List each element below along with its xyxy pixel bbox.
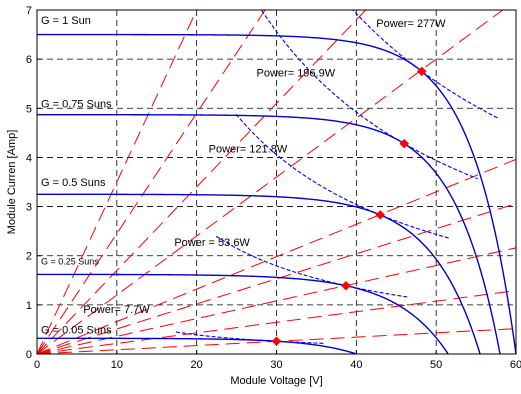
annotation-label: Power= 196.9W xyxy=(257,67,336,79)
mpp-marker xyxy=(341,280,351,291)
x-tick-label: 30 xyxy=(270,359,282,371)
iv-curve xyxy=(37,33,517,355)
load-line xyxy=(36,9,367,355)
annotation-label: Power= 277W xyxy=(376,18,446,30)
y-axis-label: Module Curren [Amp] xyxy=(6,130,18,235)
load-line xyxy=(36,9,503,355)
mpp-markers xyxy=(271,66,427,347)
y-tick-label: 6 xyxy=(26,54,32,66)
grid xyxy=(37,10,516,354)
x-tick-label: 40 xyxy=(350,359,362,371)
y-tick-label: 4 xyxy=(26,152,32,164)
x-tick-label: 50 xyxy=(430,359,442,371)
y-tick-label: 3 xyxy=(26,202,32,214)
power-curve xyxy=(215,235,408,298)
load-line xyxy=(36,290,517,355)
y-tick-label: 7 xyxy=(26,5,32,17)
annotation-label: G = 0.05 Suns xyxy=(41,324,112,336)
power-curve xyxy=(175,331,325,344)
x-axis-label: Module Voltage [V] xyxy=(230,375,322,387)
y-tick-label: 5 xyxy=(26,103,32,115)
iv-curve xyxy=(37,337,357,355)
x-tick-label: 0 xyxy=(34,359,40,371)
annotation-label: Power= 7.7W xyxy=(83,304,150,316)
iv-curve xyxy=(37,113,501,355)
annotation-label: Power = 53.6W xyxy=(174,237,250,249)
y-tick-label: 1 xyxy=(26,300,32,312)
plot-frame xyxy=(36,9,517,355)
power-curve xyxy=(235,113,450,239)
annotations: G = 1 Sun G = 0.75 Suns G = 0.5 Suns G = 0.… xyxy=(41,15,446,337)
y-tick-label: 0 xyxy=(26,349,32,361)
iv-curve xyxy=(37,273,449,355)
x-tick-label: 10 xyxy=(111,359,123,371)
tick-labels: 0 10 20 30 40 50 60 0 1 2 3 4 5 6 7 xyxy=(26,5,521,371)
load-line xyxy=(36,158,517,355)
mpp-marker xyxy=(416,66,427,77)
annotation-label: G = 0.5 Suns xyxy=(41,177,106,189)
iv-curves xyxy=(37,33,517,355)
power-curves xyxy=(175,9,500,344)
y-tick-label: 2 xyxy=(26,251,32,263)
annotation-label: G = 0.75 Suns xyxy=(41,98,112,110)
power-curve xyxy=(250,9,478,180)
annotation-label: G = 0.25 Suns xyxy=(41,257,99,267)
load-line xyxy=(36,9,266,355)
x-tick-label: 20 xyxy=(191,359,203,371)
mpp-marker xyxy=(399,138,410,149)
annotation-label: G = 1 Sun xyxy=(41,15,91,27)
annotation-label: Power= 121.8W xyxy=(209,144,288,156)
x-tick-label: 60 xyxy=(510,359,521,371)
iv-curve xyxy=(37,193,481,355)
load-line xyxy=(36,9,198,355)
mpp-marker xyxy=(375,210,386,220)
mpp-marker xyxy=(271,336,282,347)
load-line xyxy=(36,247,517,355)
